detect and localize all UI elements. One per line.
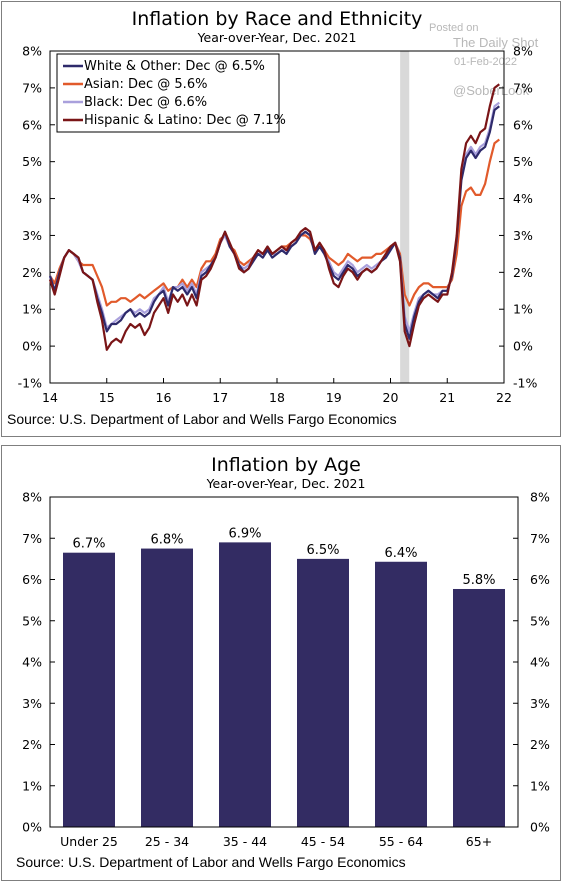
bar-data-label: 6.7% [72,537,105,552]
y-tick-label-right: 1% [513,302,533,317]
x-tick-label: 35 - 44 [223,834,267,849]
x-tick-label: 18 [269,390,285,405]
y-tick-label-left: 8% [22,490,42,505]
x-tick-label: 16 [156,390,172,405]
y-tick-label-left: 0% [22,820,42,835]
y-tick-label-left: 4% [22,191,42,206]
y-tick-label-right: 2% [513,265,533,280]
y-tick-label-left: 2% [22,265,42,280]
bar-data-label: 6.8% [150,533,183,548]
chart-title: Inflation by Race and Ethnicity [132,8,423,30]
bar [453,588,505,827]
series-line-1 [49,138,500,307]
y-tick-label-left: 5% [22,613,42,628]
x-tick-label: 21 [439,390,455,405]
bar-data-label: 6.5% [306,543,339,558]
bar [63,552,115,827]
x-tick-label: 45 - 54 [301,834,345,849]
y-tick-label-right: 2% [530,737,550,752]
y-tick-label-left: 6% [22,117,42,132]
y-tick-label-right: 4% [513,191,533,206]
y-tick-label-right: 0% [513,339,533,354]
y-tick-label-right: -1% [513,376,537,391]
y-tick-label-right: 8% [530,490,550,505]
y-tick-label-right: 6% [530,572,550,587]
y-tick-label-right: 7% [530,531,550,546]
x-tick-label: 20 [383,390,399,405]
chart-source: Source: U.S. Department of Labor and Wel… [7,411,397,427]
age-chart-panel: Inflation by Age Year-over-Year, Dec. 20… [1,445,561,881]
watermark-posted-on: Posted on [429,22,479,34]
x-tick-label: Under 25 [60,834,118,849]
y-tick-label-left: 1% [22,302,42,317]
legend-entry: Hispanic & Latino: Dec @ 7.1% [84,113,286,128]
x-tick-label: 15 [99,390,115,405]
y-tick-label-right: 0% [530,820,550,835]
series-line-3 [48,83,500,351]
x-tick-label: 19 [326,390,342,405]
bar [375,561,427,827]
series-line-0 [48,105,500,340]
legend-entry: Asian: Dec @ 5.6% [84,77,207,92]
race-ethnicity-chart: Inflation by Race and Ethnicity Year-ove… [7,8,539,427]
y-tick-label-left: 7% [22,80,42,95]
x-tick-label: 22 [496,390,512,405]
y-tick-label-left: 1% [22,778,42,793]
legend: White & Other: Dec @ 6.5% Asian: Dec @ 5.… [56,53,286,133]
y-tick-label-left: 3% [22,696,42,711]
y-tick-label-right: 3% [530,696,550,711]
y-tick-label-left: 8% [22,44,42,59]
chart-title: Inflation by Age [211,454,361,476]
bar-data-label: 6.4% [384,546,417,561]
watermark-the-daily-shot: The Daily Shot [453,35,539,50]
bar [297,558,349,827]
y-tick-label-left: 2% [22,737,42,752]
watermark-handle: @SoberLook [453,83,530,98]
recession-shading [400,51,410,383]
y-tick-label-right: 1% [530,778,550,793]
legend-box [56,53,280,133]
y-tick-label-right: 7% [513,80,533,95]
y-tick-label-left: 7% [22,531,42,546]
bar [219,542,271,827]
y-tick-label-left: -1% [18,376,42,391]
x-tick-label: 55 - 64 [379,834,423,849]
watermark-date: 01-Feb-2022 [454,56,517,68]
legend-entry: White & Other: Dec @ 6.5% [84,59,265,74]
y-tick-label-right: 8% [513,44,533,59]
chart-source: Source: U.S. Department of Labor and Wel… [16,854,406,870]
x-tick-label: 25 - 34 [145,834,189,849]
x-tick-label: 14 [42,390,58,405]
y-tick-label-right: 3% [513,228,533,243]
y-tick-label-left: 6% [22,572,42,587]
legend-entry: Black: Dec @ 6.6% [84,95,207,110]
y-tick-label-left: 4% [22,655,42,670]
bar-data-label: 6.9% [228,526,261,541]
y-tick-label-left: 0% [22,339,42,354]
age-chart: Inflation by Age Year-over-Year, Dec. 20… [16,454,550,870]
x-tick-label: 17 [212,390,228,405]
y-tick-label-right: 5% [530,613,550,628]
y-tick-label-right: 4% [530,655,550,670]
plot-area-frame [49,496,519,828]
race-ethnicity-chart-panel: Inflation by Race and Ethnicity Year-ove… [1,1,561,437]
bar [141,548,193,827]
x-tick-label: 65+ [466,834,492,849]
y-tick-label-left: 3% [22,228,42,243]
chart-subtitle: Year-over-Year, Dec. 2021 [197,30,357,45]
y-tick-label-right: 6% [513,117,533,132]
chart-subtitle: Year-over-Year, Dec. 2021 [206,476,366,491]
y-tick-label-left: 5% [22,154,42,169]
y-tick-label-right: 5% [513,154,533,169]
bar-data-label: 5.8% [462,573,495,588]
